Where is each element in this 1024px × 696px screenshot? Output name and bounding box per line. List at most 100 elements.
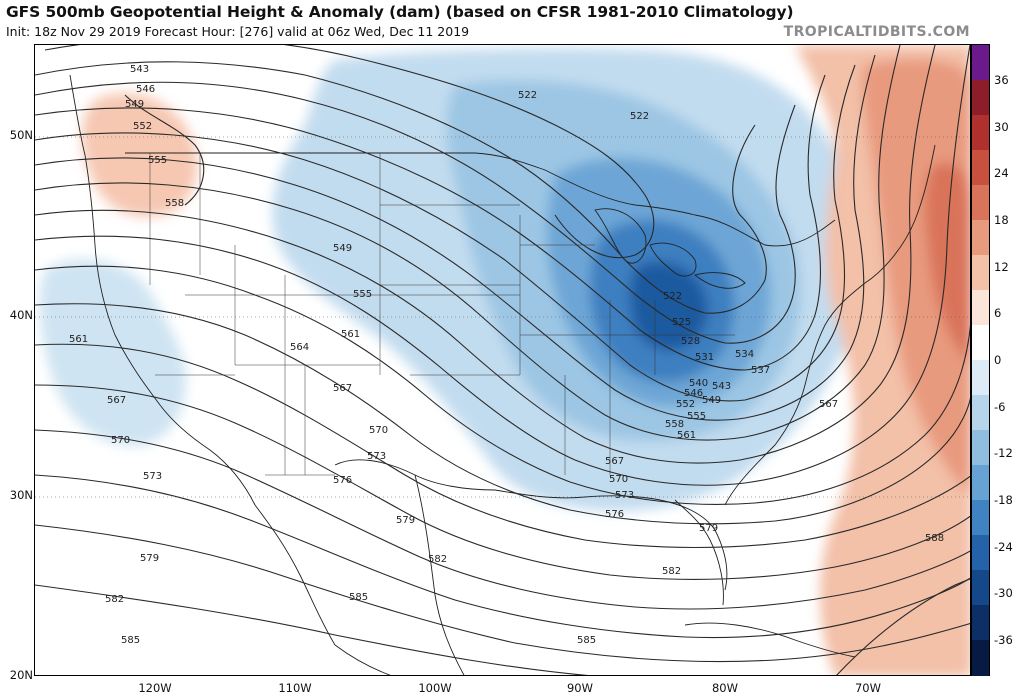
lat-label-40n: 40N <box>9 308 33 322</box>
contour-label: 558 <box>665 419 684 430</box>
contour-label: 573 <box>143 471 162 482</box>
chart-title: GFS 500mb Geopotential Height & Anomaly … <box>6 3 794 21</box>
cuba <box>684 622 856 658</box>
contour-label: 543 <box>130 64 149 75</box>
colorbar-tick-label: 30 <box>994 119 1009 134</box>
contour-label: 576 <box>605 509 624 520</box>
contour-line <box>35 429 970 610</box>
brand-watermark: TROPICALTIDBITS.COM <box>783 24 970 40</box>
contour-label: 549 <box>125 99 144 110</box>
colorbar-segment <box>972 640 989 676</box>
contour-label: 588 <box>925 533 944 544</box>
contour-label: 582 <box>105 594 124 605</box>
contour-label: 531 <box>695 352 714 363</box>
lon-label-70w: 70W <box>854 681 882 695</box>
contour-label: 579 <box>699 523 718 534</box>
contour-label: 561 <box>341 329 360 340</box>
contour-label: 555 <box>353 289 372 300</box>
contour-label: 579 <box>396 515 415 526</box>
contour-label: 585 <box>349 592 368 603</box>
contour-label: 567 <box>107 395 126 406</box>
florida <box>674 499 724 606</box>
contour-label: 579 <box>140 553 159 564</box>
contour-line <box>836 578 970 675</box>
contour-line <box>35 584 588 675</box>
atlantic-coast <box>724 144 936 506</box>
contour-label: 528 <box>681 336 700 347</box>
lat-label-50n: 50N <box>9 128 33 142</box>
colorbar-segment <box>972 465 989 501</box>
contour-line <box>35 265 970 506</box>
contour-label: 582 <box>662 566 681 577</box>
colorbar-segment <box>972 570 989 606</box>
contour-label: 570 <box>369 425 388 436</box>
lat-label-30n: 30N <box>9 488 33 502</box>
contour-line <box>35 74 826 371</box>
contour-label: 537 <box>751 365 770 376</box>
map-panel: 522 522 522 525 528 531 534 537 540 543 … <box>34 44 971 676</box>
height-contours <box>35 45 970 675</box>
great-lakes <box>594 208 746 289</box>
colorbar-segment <box>972 290 989 326</box>
contour-label: 561 <box>677 430 696 441</box>
colorbar-tick-label: -24 <box>994 539 1013 554</box>
contour-line <box>35 45 970 486</box>
contour-label: 582 <box>428 554 447 565</box>
contour-label: 567 <box>605 456 624 467</box>
contour-line <box>35 524 970 663</box>
contour-label: 570 <box>111 435 130 446</box>
mexico-coast <box>334 474 465 675</box>
lat-label-20n: 20N <box>9 668 33 682</box>
contour-label: 549 <box>333 243 352 254</box>
graticule <box>35 136 970 498</box>
colorbar-tick-label: -12 <box>994 446 1013 461</box>
contour-line <box>44 45 655 259</box>
colorbar-tick-label: -30 <box>994 586 1013 601</box>
colorbar-tick-label: 24 <box>994 166 1009 181</box>
colorbar-tick-label: 6 <box>994 306 1002 321</box>
colorbar-segment <box>972 500 989 536</box>
colorbar-segment <box>972 150 989 186</box>
contour-label: 573 <box>367 451 386 462</box>
contour-line <box>35 81 796 344</box>
contour-label: 552 <box>676 399 695 410</box>
contour-label: 546 <box>136 84 155 95</box>
colorbar-tick-label: 0 <box>994 353 1002 367</box>
contour-label: 585 <box>121 635 140 646</box>
contour-label: 525 <box>672 317 691 328</box>
colorbar-segment <box>972 115 989 151</box>
lon-label-80w: 80W <box>711 681 739 695</box>
contour-label: 552 <box>133 121 152 132</box>
colorbar-segment <box>972 535 989 571</box>
lon-label-120w: 120W <box>138 681 172 695</box>
colorbar-segment <box>972 325 989 361</box>
negative-anomaly-west <box>39 259 186 446</box>
colorbar <box>971 44 990 676</box>
contour-label: 522 <box>663 291 682 302</box>
contour-label: 534 <box>735 349 754 360</box>
colorbar-segment <box>972 185 989 221</box>
contour-line <box>35 64 856 402</box>
contour-label: 564 <box>290 342 309 353</box>
contour-label: 567 <box>333 383 352 394</box>
colorbar-tick-label: -6 <box>994 399 1006 414</box>
colorbar-segment <box>972 605 989 641</box>
gulf-coast <box>334 459 728 591</box>
contour-label: 558 <box>165 198 184 209</box>
colorbar-segment <box>972 395 989 431</box>
contour-label: 561 <box>69 334 88 345</box>
contour-line <box>35 474 970 639</box>
pacific-coast <box>69 74 336 646</box>
colorbar-tick-label: -18 <box>994 493 1013 507</box>
lon-label-110w: 110W <box>278 681 312 695</box>
contour-label: 585 <box>577 635 596 646</box>
contour-label: 555 <box>687 411 706 422</box>
lon-label-100w: 100W <box>418 681 452 695</box>
contour-label: 570 <box>609 474 628 485</box>
contour-label: 573 <box>615 490 634 501</box>
colorbar-tick-label: 18 <box>994 213 1009 227</box>
contour-line <box>35 303 970 525</box>
map-svg: 522 522 522 525 528 531 534 537 540 543 … <box>35 45 970 675</box>
contour-label: 540 <box>689 378 708 389</box>
positive-anomaly-northwest <box>81 93 198 217</box>
